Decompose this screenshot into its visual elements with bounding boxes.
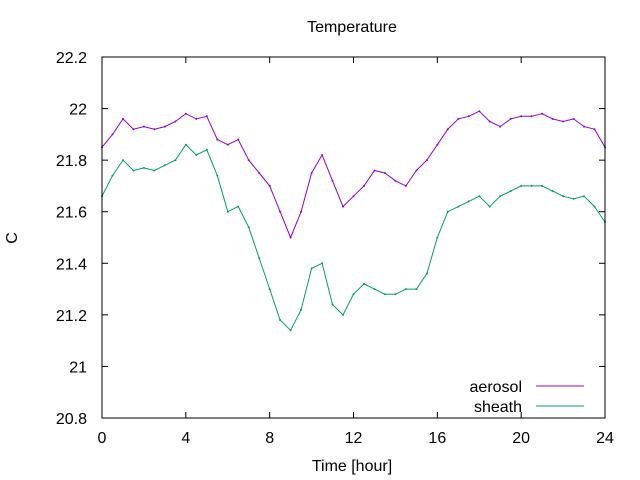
y-tick-label: 22: [69, 102, 87, 119]
axes-group: 0 4 8 12 16 20 24 20.8 21 21.2 21.4 21.6 21.8 22 22.2: [56, 50, 614, 447]
x-tick-label: 12: [345, 430, 363, 447]
x-tick-label: 24: [596, 430, 614, 447]
series-line-aerosol: [101, 110, 606, 239]
y-tick-label: 21.8: [56, 153, 87, 170]
legend-label-aerosol: aerosol: [470, 379, 522, 396]
x-tick-label: 20: [512, 430, 530, 447]
series-aerosol: [101, 110, 606, 239]
y-tick-label: 21.2: [56, 308, 87, 325]
y-tick-label: 21.6: [56, 205, 87, 222]
series-line-sheath: [101, 143, 606, 332]
x-tick-label: 16: [428, 430, 446, 447]
x-tick-label: 4: [181, 430, 190, 447]
x-tick-label: 0: [98, 430, 107, 447]
series-sheath: [101, 143, 606, 332]
y-tick-label: 21.4: [56, 256, 87, 273]
x-axis-label: Time [hour]: [312, 458, 392, 475]
y-tick-label: 22.2: [56, 50, 87, 67]
legend: aerosol sheath: [470, 379, 584, 416]
chart-title: Temperature: [307, 19, 397, 36]
y-tick-label: 20.8: [56, 411, 87, 428]
y-tick-label: 21: [69, 359, 87, 376]
legend-label-sheath: sheath: [474, 399, 522, 416]
x-tick-label: 8: [265, 430, 274, 447]
series-group: [101, 110, 606, 332]
y-axis-label: C: [4, 232, 21, 244]
